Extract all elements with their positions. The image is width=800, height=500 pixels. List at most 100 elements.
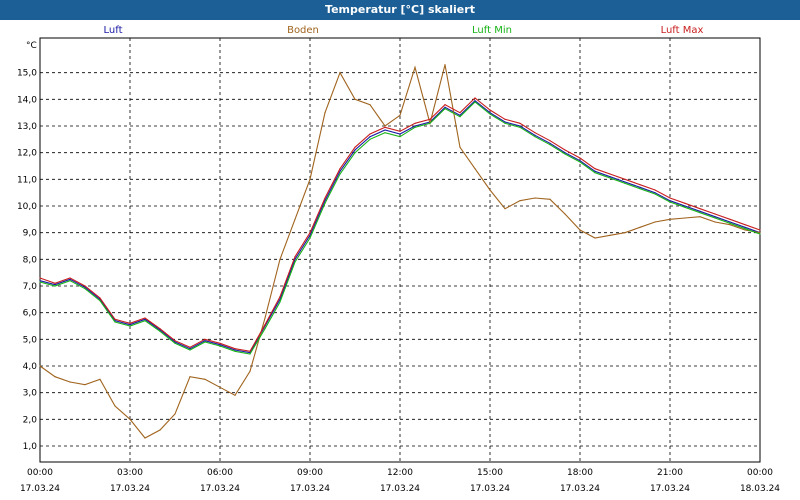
data-point [354,149,356,151]
data-point [474,101,476,103]
data-point [654,189,656,191]
data-point [564,149,566,151]
data-point [594,172,596,174]
data-point [504,121,506,123]
data-point [699,208,701,210]
data-point [519,125,521,127]
data-point [189,346,191,348]
data-point [39,365,41,367]
data-point [594,168,596,170]
data-point [249,353,251,355]
x-tick-time: 06:00 [207,468,233,478]
data-point [174,413,176,415]
data-point [69,381,71,383]
data-point [159,330,161,332]
data-point [714,213,716,215]
data-point [309,232,311,234]
data-point [399,130,401,132]
data-point [189,348,191,350]
data-point [714,216,716,218]
data-point [594,237,596,239]
data-point [504,118,506,120]
data-point [534,197,536,199]
y-tick-label: 15,0 [17,69,37,79]
legend-entry: Boden [287,25,319,36]
data-point [579,160,581,162]
legend-entry: Luft [104,25,123,36]
data-point [459,114,461,116]
data-point [324,202,326,204]
data-point [699,210,701,212]
data-point [414,125,416,127]
legend-entry: Luft Max [661,25,704,36]
data-point [639,186,641,188]
x-tick-time: 00:00 [27,468,53,478]
x-tick-time: 18:00 [567,468,593,478]
data-point [369,133,371,135]
data-point [654,193,656,195]
x-tick-date: 17.03.24 [110,484,150,494]
data-point [279,298,281,300]
data-point [354,146,356,148]
data-point [564,152,566,154]
data-point [84,384,86,386]
data-point [744,224,746,226]
data-point [699,216,701,218]
y-axis-unit-label: °C [26,41,37,51]
x-tick-time: 09:00 [297,468,323,478]
data-point [219,344,221,346]
data-point [219,386,221,388]
grid [39,37,761,463]
data-point [714,221,716,223]
data-point [339,168,341,170]
data-point [324,112,326,114]
data-point [609,234,611,236]
data-point [549,198,551,200]
data-point [519,126,521,128]
data-point [489,113,491,115]
temperature-chart: Luft Boden Luft Min Luft Max °C 1,0 2,0 3,0 4,… [17,25,780,494]
data-point [669,218,671,220]
data-point [189,376,191,378]
data-point [144,318,146,320]
data-point [234,394,236,396]
data-point [354,152,356,154]
data-point [339,170,341,172]
data-point [279,258,281,260]
data-point [234,349,236,351]
data-point [384,125,386,127]
data-point [459,146,461,148]
data-point [729,224,731,226]
data-point [444,64,446,66]
x-tick-time: 00:00 [747,468,773,478]
y-tick-label: 3,0 [23,389,38,399]
data-point [114,321,116,323]
data-point [204,340,206,342]
x-tick-time: 03:00 [117,468,143,478]
data-point [114,318,116,320]
y-tick-label: 9,0 [23,229,38,239]
data-point [474,168,476,170]
data-point [144,317,146,319]
data-point [459,116,461,118]
data-point [729,221,731,223]
data-point [414,126,416,128]
x-tick-date: 17.03.24 [290,484,330,494]
data-point [204,341,206,343]
y-tick-label: 5,0 [23,335,38,345]
y-tick-label: 2,0 [23,415,38,425]
data-point [624,232,626,234]
data-point [294,261,296,263]
data-point [129,418,131,420]
data-point [159,328,161,330]
data-point [39,277,41,279]
data-point [174,341,176,343]
data-point [249,350,251,352]
data-point [624,181,626,183]
data-point [759,232,761,234]
x-tick-date: 18.03.24 [740,484,780,494]
data-point [684,205,686,207]
data-point [414,122,416,124]
data-point [639,226,641,228]
